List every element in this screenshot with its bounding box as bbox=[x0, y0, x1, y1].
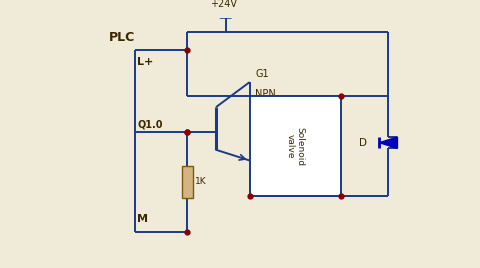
Text: PLC: PLC bbox=[108, 31, 134, 44]
Text: Solenoid
valve: Solenoid valve bbox=[285, 127, 305, 166]
Text: L+: L+ bbox=[137, 57, 153, 67]
Text: D: D bbox=[359, 138, 367, 148]
Text: +24V: +24V bbox=[210, 0, 237, 9]
Polygon shape bbox=[220, 12, 231, 18]
Bar bbox=[182, 166, 192, 198]
Text: 1K: 1K bbox=[195, 177, 206, 186]
Text: M: M bbox=[137, 214, 148, 224]
Text: G1: G1 bbox=[255, 69, 269, 79]
Polygon shape bbox=[379, 137, 397, 148]
Text: NPN: NPN bbox=[255, 88, 276, 99]
Bar bbox=[250, 96, 340, 196]
Text: Q1.0: Q1.0 bbox=[137, 119, 163, 129]
